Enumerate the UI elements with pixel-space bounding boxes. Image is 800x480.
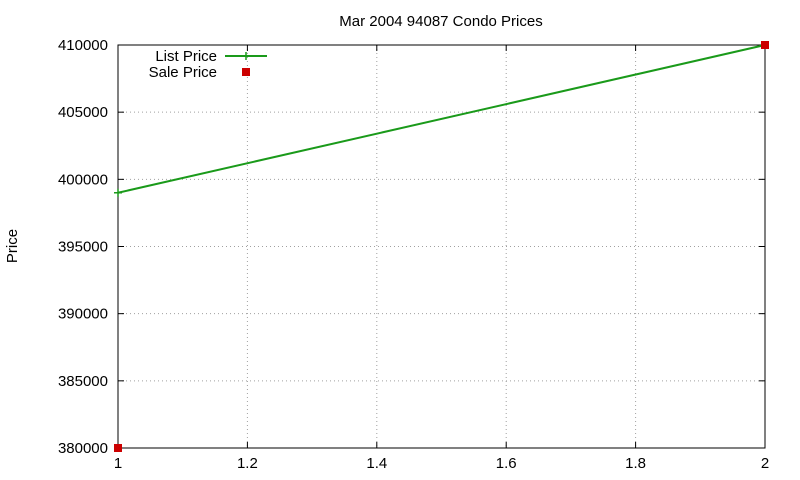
- y-tick-label: 390000: [58, 306, 108, 323]
- x-tick-label: 1: [114, 455, 122, 472]
- axis-ticks: 1 1.2 1.4 1.6 1.8 2 380000 385000 390000 395000 40…: [58, 37, 769, 472]
- legend-label-list-price: List Price: [155, 48, 217, 65]
- y-tick-label: 385000: [58, 373, 108, 390]
- x-tick-label: 1.4: [366, 455, 387, 472]
- y-tick-label: 395000: [58, 239, 108, 256]
- sale-price-point: [761, 41, 769, 49]
- y-tick-label: 380000: [58, 440, 108, 457]
- x-tick-label: 1.6: [496, 455, 517, 472]
- legend-marker-list-price: [242, 52, 250, 60]
- x-tick-label: 1.8: [625, 455, 646, 472]
- y-axis-label: Price: [4, 229, 21, 263]
- plot-frame: [117, 44, 766, 449]
- x-tick-label: 2: [761, 455, 769, 472]
- x-tick-label: 1.2: [237, 455, 258, 472]
- sale-price-point: [114, 444, 122, 452]
- list-price-line: [117, 44, 766, 194]
- series-layer: [114, 41, 769, 452]
- legend-label-sale-price: Sale Price: [149, 64, 217, 81]
- y-tick-label: 410000: [58, 37, 108, 54]
- y-tick-label: 400000: [58, 171, 108, 188]
- list-price-point: [114, 188, 122, 197]
- chart-title: Mar 2004 94087 Condo Prices: [339, 13, 542, 30]
- legend-marker-sale-price: [242, 68, 250, 76]
- y-tick-label: 405000: [58, 104, 108, 121]
- grid-lines: [118, 45, 765, 448]
